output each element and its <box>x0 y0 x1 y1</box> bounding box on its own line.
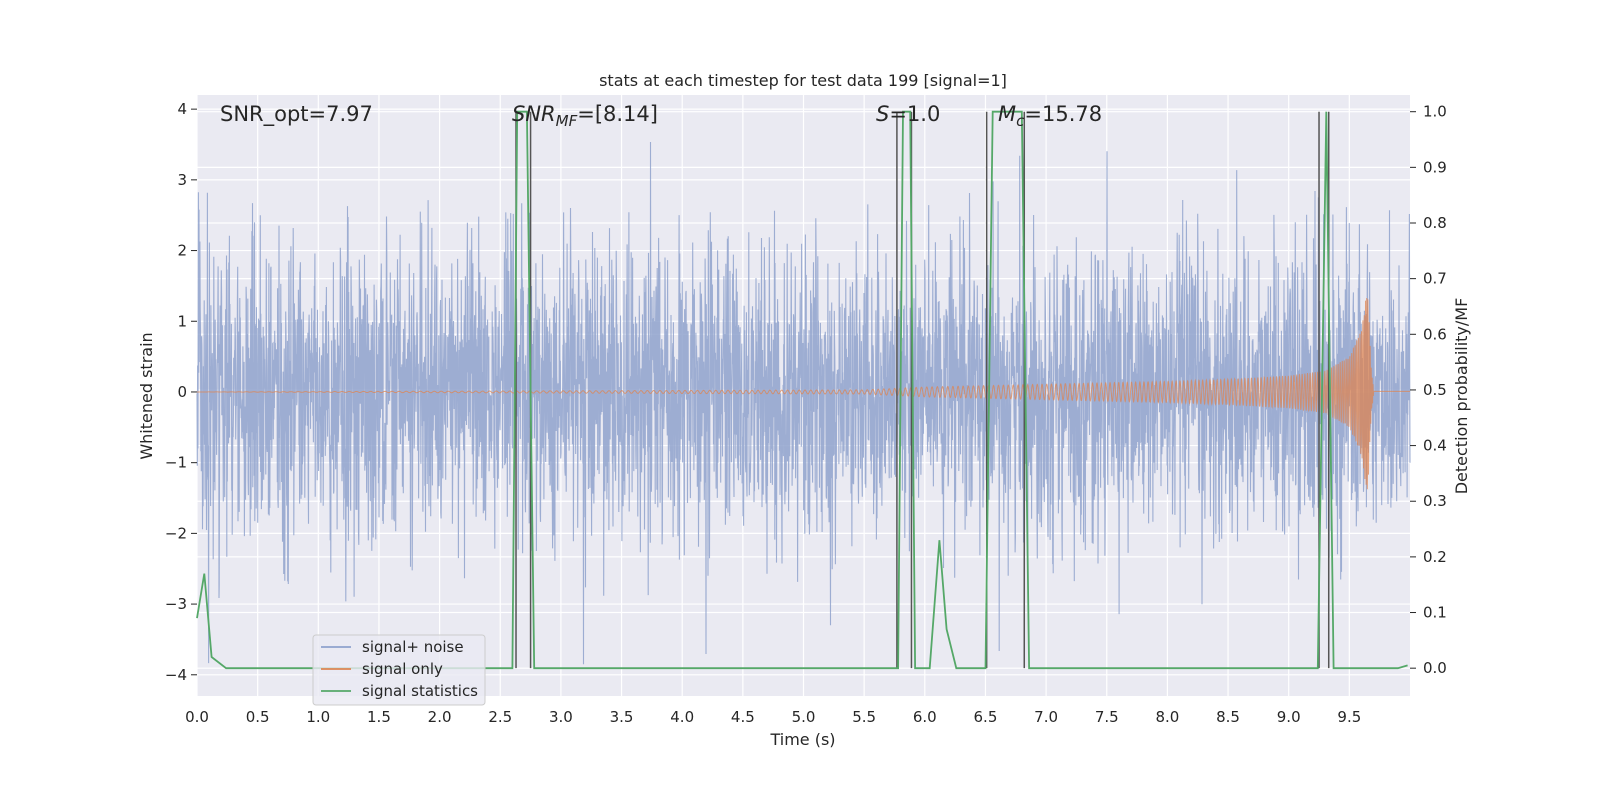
y-left-tick-label: −4 <box>165 666 187 684</box>
line-signal-statistics <box>196 110 1408 670</box>
signal-statistics-series <box>196 110 1408 670</box>
x-tick-label: 5.0 <box>792 708 816 726</box>
y-right-tick-label: 0.9 <box>1423 158 1447 176</box>
x-tick-label: 9.0 <box>1277 708 1301 726</box>
x-tick-label: 2.0 <box>428 708 452 726</box>
x-tick-label: 4.5 <box>731 708 755 726</box>
x-tick-label: 9.5 <box>1337 708 1361 726</box>
y-right-tick-label: 0.3 <box>1423 492 1447 510</box>
y-right-tick-label: 0.5 <box>1423 381 1447 399</box>
y-right-tick-label: 0.0 <box>1423 659 1447 677</box>
x-axis-label: Time (s) <box>769 730 835 749</box>
y-right-tick-label: 0.7 <box>1423 270 1447 288</box>
y-right-tick-labels: 1.0 0.9 0.8 0.7 0.6 0.5 0.4 0.3 0.2 0.1 0.0 <box>1410 103 1447 677</box>
x-tick-label: 6.5 <box>974 708 998 726</box>
x-tick-label: 0.0 <box>185 708 209 726</box>
y-right-tick-label: 0.6 <box>1423 325 1447 343</box>
y-left-tick-label: −1 <box>165 454 187 472</box>
y-left-axis-label: Whitened strain <box>137 332 156 459</box>
x-tick-label: 5.5 <box>852 708 876 726</box>
legend-label-signal-noise: signal+ noise <box>362 638 464 656</box>
annotation-s: S=1.0 <box>876 102 940 126</box>
x-tick-label: 3.0 <box>549 708 573 726</box>
y-right-axis-label: Detection probability/MF <box>1452 298 1471 495</box>
x-tick-label: 1.5 <box>367 708 391 726</box>
y-right-tick-label: 1.0 <box>1423 103 1447 121</box>
x-tick-label: 7.5 <box>1095 708 1119 726</box>
y-left-tick-labels: 4 3 2 1 0 −1 −2 −3 −4 <box>165 100 197 684</box>
line-signal-only <box>197 297 1410 490</box>
legend-label-signal-statistics: signal statistics <box>362 682 478 700</box>
signal-only-series <box>197 297 1410 490</box>
x-tick-label: 1.0 <box>306 708 330 726</box>
y-left-tick-label: 3 <box>177 171 187 189</box>
annotation-mc: Mc=15.78 <box>998 102 1102 130</box>
x-tick-label: 3.5 <box>610 708 634 726</box>
x-tick-label: 2.5 <box>488 708 512 726</box>
legend-label-signal-only: signal only <box>362 660 443 678</box>
y-left-tick-label: −2 <box>165 524 187 542</box>
x-tick-label: 8.5 <box>1216 708 1240 726</box>
legend: signal+ noise signal only signal statist… <box>312 634 486 706</box>
y-right-tick-label: 0.8 <box>1423 214 1447 232</box>
x-tick-label: 8.0 <box>1155 708 1179 726</box>
x-tick-label: 4.0 <box>670 708 694 726</box>
y-left-tick-label: 2 <box>177 242 187 260</box>
y-left-tick-label: 1 <box>177 312 187 330</box>
y-right-tick-label: 0.1 <box>1423 604 1447 622</box>
legend-box <box>312 634 486 706</box>
x-tick-label: 7.0 <box>1034 708 1058 726</box>
chart-title: stats at each timestep for test data 199… <box>599 71 1007 90</box>
y-right-tick-label: 0.4 <box>1423 437 1447 455</box>
x-tick-labels: 0.0 0.5 1.0 1.5 2.0 2.5 3.0 3.5 4.0 4.5 5.0 5.5 6.0 6… <box>185 708 1361 726</box>
annotation-snr-mf: SNRMF=[8.14] <box>512 102 658 130</box>
x-tick-label: 0.5 <box>246 708 270 726</box>
y-right-tick-label: 0.2 <box>1423 548 1447 566</box>
annotation-snr-opt: SNR_opt=7.97 <box>220 102 373 127</box>
y-left-tick-label: −3 <box>165 595 187 613</box>
y-left-tick-label: 0 <box>177 383 187 401</box>
y-left-tick-label: 4 <box>177 100 187 118</box>
x-tick-label: 6.0 <box>913 708 937 726</box>
